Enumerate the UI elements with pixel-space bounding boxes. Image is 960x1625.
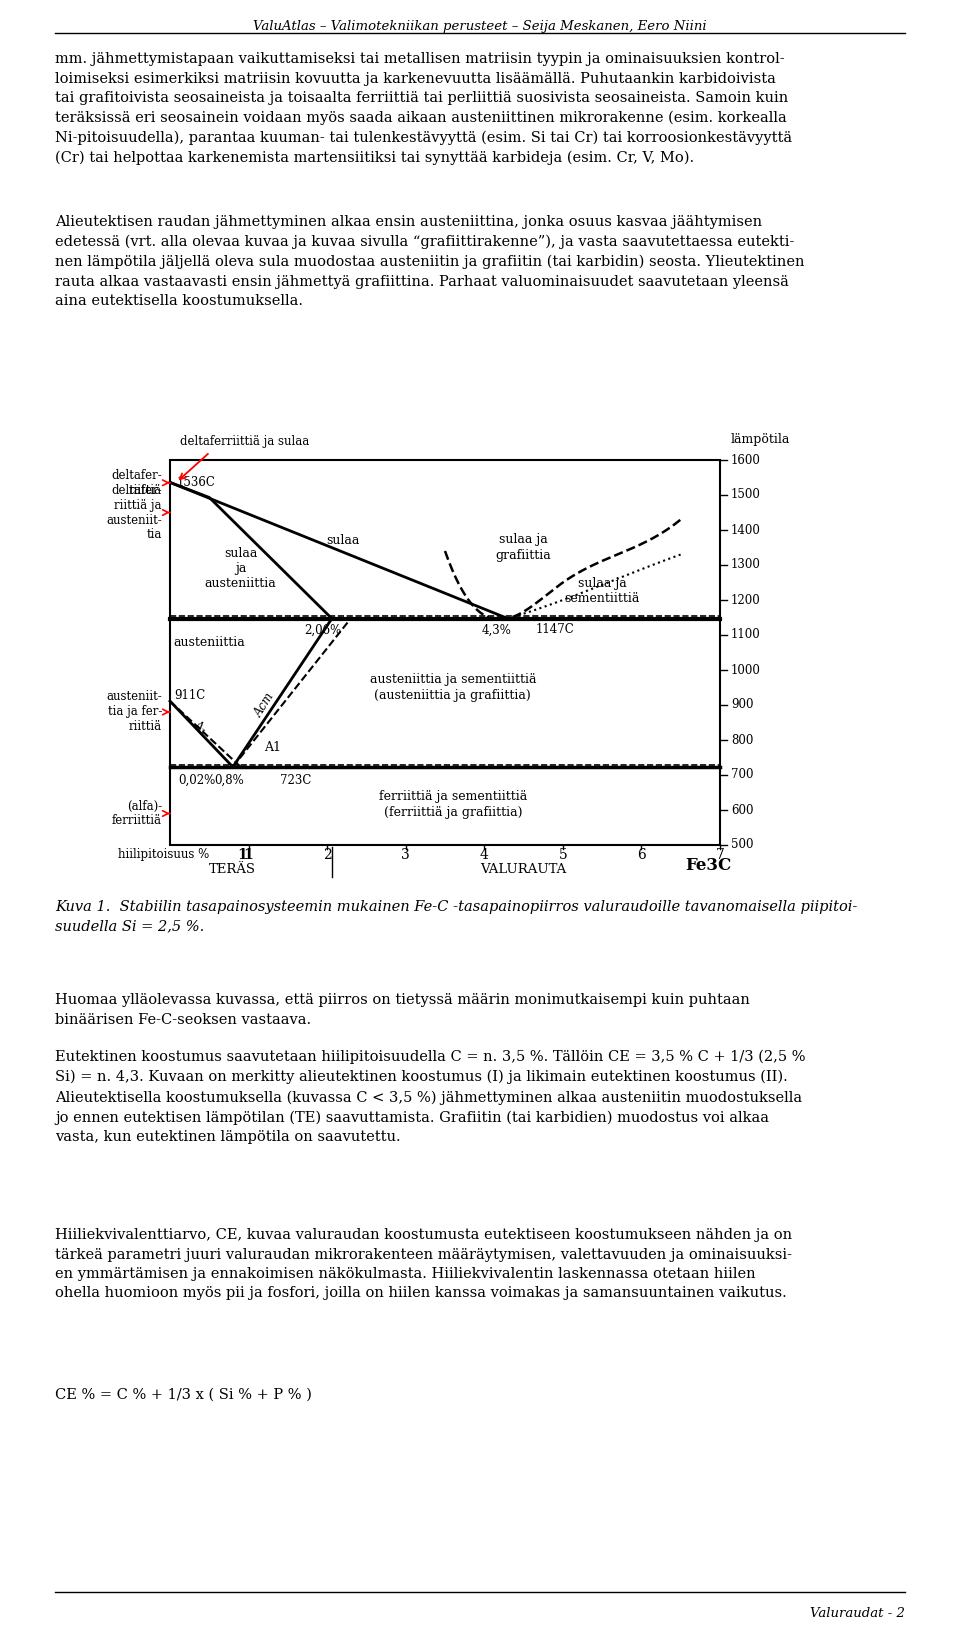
Text: deltafer-
riittiä: deltafer- riittiä [111, 468, 162, 497]
Bar [170, 460, 720, 845]
Text: lämpötila: lämpötila [731, 432, 790, 445]
Text: 1: 1 [244, 848, 253, 861]
Text: Valuraudat - 2: Valuraudat - 2 [810, 1607, 905, 1620]
Text: 1100: 1100 [731, 629, 760, 642]
Text: 1300: 1300 [731, 559, 761, 572]
Text: Kuva 1.  Stabiilin tasapainosysteemin mukainen Fe-C -tasapainopiirros valuraudoi: Kuva 1. Stabiilin tasapainosysteemin muk… [55, 900, 857, 933]
Text: ferriittiä ja sementiittiä
(ferriittiä ja grafiittia): ferriittiä ja sementiittiä (ferriittiä j… [379, 790, 527, 819]
Text: 7: 7 [715, 848, 725, 861]
Text: Fe3C: Fe3C [685, 856, 732, 874]
Text: sulaa
ja
austeniittia: sulaa ja austeniittia [204, 548, 276, 590]
Text: deltaferriittiä ja sulaa: deltaferriittiä ja sulaa [180, 436, 309, 448]
Text: 900: 900 [731, 699, 754, 712]
Text: 0,8%: 0,8% [214, 774, 244, 786]
Text: A1: A1 [264, 741, 281, 754]
Text: Eutektinen koostumus saavutetaan hiilipitoisuudella C = n. 3,5 %. Tällöin CE = 3: Eutektinen koostumus saavutetaan hiilipi… [55, 1050, 805, 1144]
Text: 1500: 1500 [731, 489, 761, 502]
Text: A₃: A₃ [190, 718, 208, 738]
Text: 4,3%: 4,3% [481, 624, 511, 637]
Text: sulaa ja
sementiittiä: sulaa ja sementiittiä [564, 577, 639, 604]
Text: Huomaa ylläolevassa kuvassa, että piirros on tietyssä määrin monimutkaisempi kui: Huomaa ylläolevassa kuvassa, että piirro… [55, 993, 750, 1027]
Text: TERÄS: TERÄS [209, 863, 256, 876]
Text: austeniittia: austeniittia [174, 635, 245, 648]
Text: austeniit-
tia ja fer-
riittiä: austeniit- tia ja fer- riittiä [107, 691, 162, 733]
Text: 911C: 911C [174, 689, 205, 702]
Text: 4: 4 [480, 848, 489, 861]
Text: 1000: 1000 [731, 663, 761, 676]
Text: CE % = C % + 1/3 x ( Si % + P % ): CE % = C % + 1/3 x ( Si % + P % ) [55, 1388, 312, 1402]
Text: hiilipitoisuus %: hiilipitoisuus % [118, 848, 209, 861]
Text: 600: 600 [731, 803, 754, 816]
Text: 800: 800 [731, 733, 754, 746]
Text: 1200: 1200 [731, 593, 760, 606]
Text: 1147C: 1147C [536, 624, 574, 637]
Text: 2: 2 [323, 848, 331, 861]
Text: austeniittia ja sementiittiä
(austeniittia ja grafiittia): austeniittia ja sementiittiä (austeniitt… [370, 673, 536, 702]
Text: 3: 3 [401, 848, 410, 861]
Text: 6: 6 [637, 848, 646, 861]
Text: Hiiliekvivalenttiarvo, CE, kuvaa valuraudan koostumusta eutektiseen koostumuksee: Hiiliekvivalenttiarvo, CE, kuvaa valurau… [55, 1228, 792, 1300]
Text: ValuAtlas – Valimotekniikan perusteet – Seija Meskanen, Eero Niini: ValuAtlas – Valimotekniikan perusteet – … [253, 20, 707, 32]
Text: sulaa: sulaa [326, 535, 360, 548]
Text: 723C: 723C [280, 774, 311, 786]
Text: 0,02%: 0,02% [178, 774, 215, 786]
Text: mm. jähmettymistapaan vaikuttamiseksi tai metallisen matriisin tyypin ja ominais: mm. jähmettymistapaan vaikuttamiseksi ta… [55, 52, 792, 166]
Text: (alfa)-
ferriittiä: (alfa)- ferriittiä [112, 800, 162, 827]
Text: deltafer-
riittiä ja
austeniit-
tia: deltafer- riittiä ja austeniit- tia [107, 484, 162, 541]
Text: VALURAUTA: VALURAUTA [480, 863, 566, 876]
Text: sulaa ja
grafiittia: sulaa ja grafiittia [495, 533, 551, 562]
Text: 1600: 1600 [731, 453, 761, 466]
Text: 700: 700 [731, 769, 754, 782]
Text: 1536C: 1536C [177, 476, 215, 489]
Text: 500: 500 [731, 838, 754, 852]
Text: 2,06%: 2,06% [304, 624, 342, 637]
Text: 1400: 1400 [731, 523, 761, 536]
Text: Acm: Acm [252, 691, 277, 720]
Text: Alieutektisen raudan jähmettyminen alkaa ensin austeniittina, jonka osuus kasvaa: Alieutektisen raudan jähmettyminen alkaa… [55, 214, 804, 309]
Text: 5: 5 [559, 848, 567, 861]
Text: 1: 1 [237, 848, 247, 861]
